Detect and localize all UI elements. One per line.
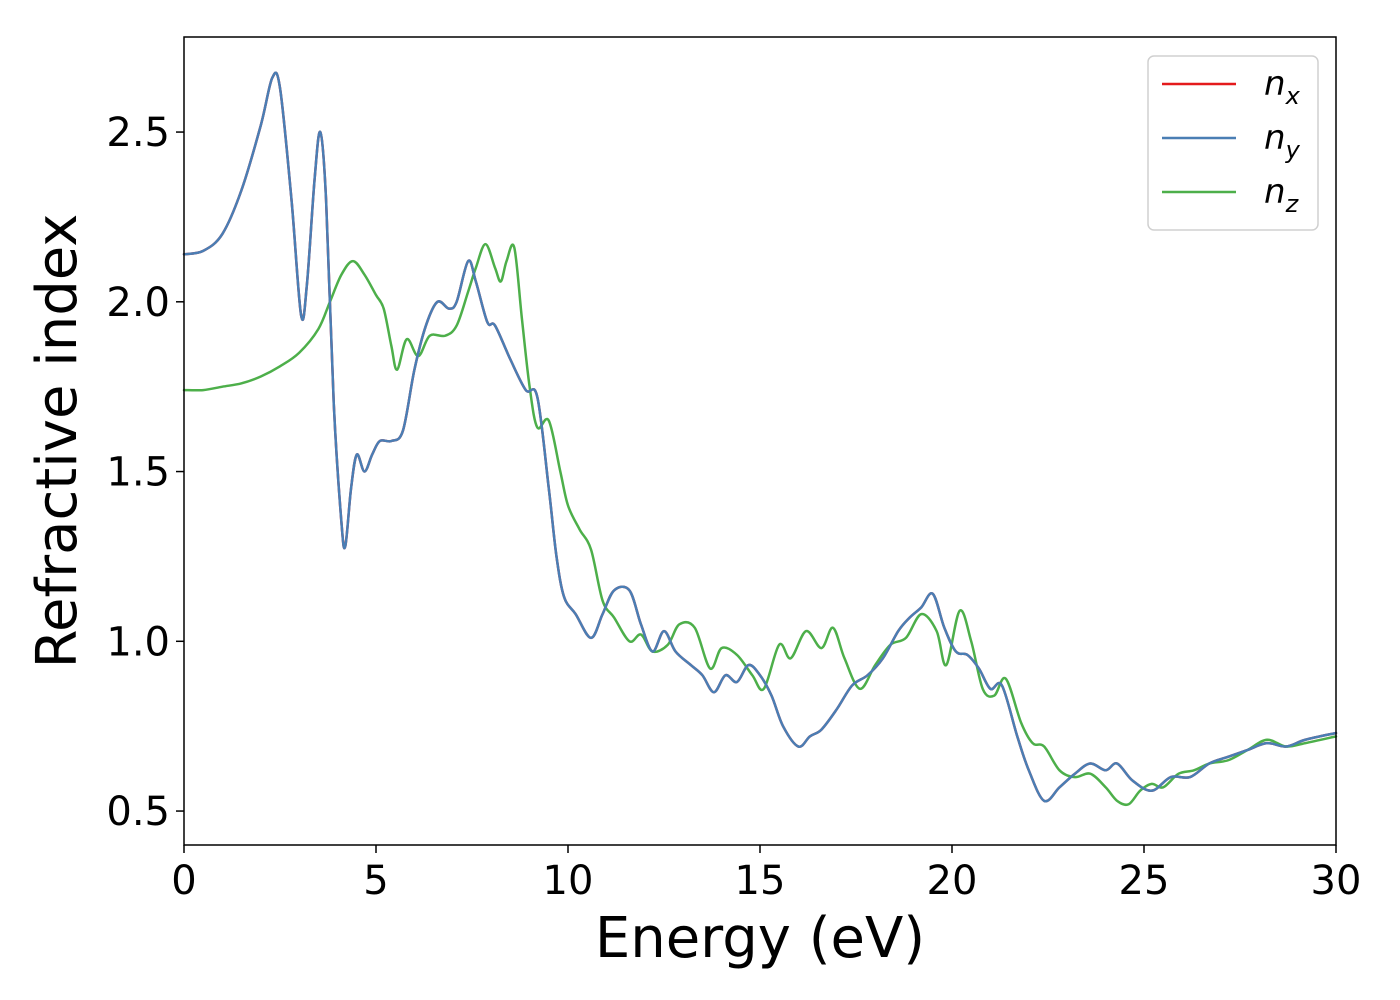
y-axis-title: Refractive index: [25, 214, 90, 669]
x-axis: 0 5 10 15 20 25 30: [171, 845, 1361, 904]
x-tick-label: 30: [1311, 858, 1362, 904]
legend-box: [1147, 55, 1319, 231]
y-tick-label: 2.5: [106, 110, 170, 156]
x-tick-label: 20: [927, 858, 978, 904]
series-layer: [182, 71, 1338, 807]
y-axis: 0.5 1.0 1.5 2.0 2.5: [106, 110, 184, 835]
y-tick-label: 0.5: [106, 789, 170, 835]
series-line-nz: [182, 242, 1338, 807]
x-axis-title: Energy (eV): [595, 906, 925, 971]
x-tick-label: 25: [1119, 858, 1170, 904]
y-tick-label: 1.5: [106, 450, 170, 496]
x-tick-label: 5: [363, 858, 388, 904]
y-tick-label: 2.0: [106, 280, 170, 326]
x-tick-label: 0: [171, 858, 196, 904]
plot-area: [184, 37, 1336, 845]
x-tick-label: 15: [735, 858, 786, 904]
series-line-ny: [182, 71, 1338, 803]
y-tick-label: 1.0: [106, 619, 170, 665]
x-tick-label: 10: [543, 858, 594, 904]
